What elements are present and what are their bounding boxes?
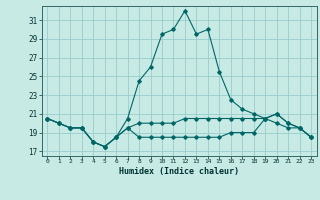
X-axis label: Humidex (Indice chaleur): Humidex (Indice chaleur) — [119, 167, 239, 176]
